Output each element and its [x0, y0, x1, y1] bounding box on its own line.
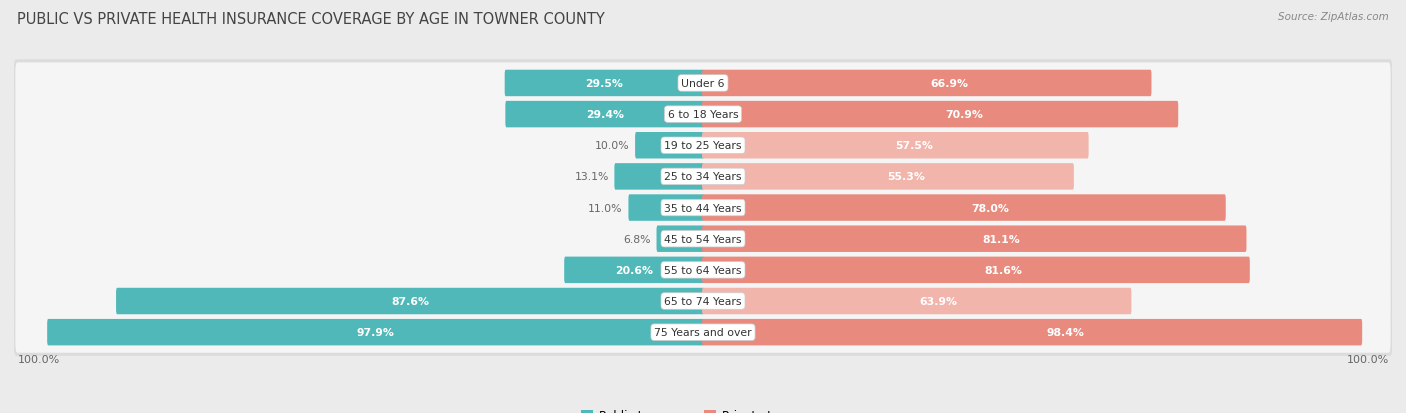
FancyBboxPatch shape: [15, 188, 1391, 228]
Text: 65 to 74 Years: 65 to 74 Years: [664, 296, 742, 306]
Text: 57.5%: 57.5%: [896, 141, 934, 151]
FancyBboxPatch shape: [702, 71, 1152, 97]
Text: Source: ZipAtlas.com: Source: ZipAtlas.com: [1278, 12, 1389, 22]
FancyBboxPatch shape: [702, 164, 1074, 190]
Text: 97.9%: 97.9%: [357, 328, 395, 337]
FancyBboxPatch shape: [702, 319, 1362, 346]
FancyBboxPatch shape: [15, 250, 1391, 291]
Text: 11.0%: 11.0%: [588, 203, 623, 213]
FancyBboxPatch shape: [15, 312, 1391, 353]
FancyBboxPatch shape: [702, 257, 1250, 283]
FancyBboxPatch shape: [48, 319, 704, 346]
Legend: Public Insurance, Private Insurance: Public Insurance, Private Insurance: [576, 404, 830, 413]
Text: 100.0%: 100.0%: [1347, 354, 1389, 364]
Text: 25 to 34 Years: 25 to 34 Years: [664, 172, 742, 182]
FancyBboxPatch shape: [657, 226, 704, 252]
FancyBboxPatch shape: [14, 216, 1392, 263]
FancyBboxPatch shape: [15, 126, 1391, 166]
FancyBboxPatch shape: [702, 288, 1132, 314]
Text: 13.1%: 13.1%: [574, 172, 609, 182]
FancyBboxPatch shape: [702, 133, 1088, 159]
Text: 75 Years and over: 75 Years and over: [654, 328, 752, 337]
FancyBboxPatch shape: [14, 185, 1392, 232]
FancyBboxPatch shape: [15, 218, 1391, 260]
FancyBboxPatch shape: [14, 91, 1392, 138]
FancyBboxPatch shape: [636, 133, 704, 159]
Text: 6 to 18 Years: 6 to 18 Years: [668, 110, 738, 120]
Text: 63.9%: 63.9%: [920, 296, 957, 306]
Text: 29.5%: 29.5%: [585, 79, 623, 89]
FancyBboxPatch shape: [14, 122, 1392, 169]
Text: 70.9%: 70.9%: [945, 110, 983, 120]
Text: 20.6%: 20.6%: [614, 265, 654, 275]
Text: 81.6%: 81.6%: [984, 265, 1022, 275]
FancyBboxPatch shape: [15, 63, 1391, 104]
Text: 55.3%: 55.3%: [887, 172, 925, 182]
FancyBboxPatch shape: [15, 281, 1391, 322]
FancyBboxPatch shape: [564, 257, 704, 283]
Text: 55 to 64 Years: 55 to 64 Years: [664, 265, 742, 275]
FancyBboxPatch shape: [614, 164, 704, 190]
Text: 19 to 25 Years: 19 to 25 Years: [664, 141, 742, 151]
Text: 35 to 44 Years: 35 to 44 Years: [664, 203, 742, 213]
Text: Under 6: Under 6: [682, 79, 724, 89]
FancyBboxPatch shape: [628, 195, 704, 221]
Text: 66.9%: 66.9%: [931, 79, 969, 89]
FancyBboxPatch shape: [505, 102, 704, 128]
Text: 45 to 54 Years: 45 to 54 Years: [664, 234, 742, 244]
FancyBboxPatch shape: [14, 153, 1392, 201]
Text: 100.0%: 100.0%: [17, 354, 59, 364]
FancyBboxPatch shape: [14, 247, 1392, 294]
FancyBboxPatch shape: [15, 157, 1391, 197]
Text: 81.1%: 81.1%: [983, 234, 1021, 244]
Text: 87.6%: 87.6%: [391, 296, 429, 306]
FancyBboxPatch shape: [702, 102, 1178, 128]
Text: 6.8%: 6.8%: [623, 234, 651, 244]
FancyBboxPatch shape: [702, 226, 1247, 252]
FancyBboxPatch shape: [14, 60, 1392, 107]
Text: 78.0%: 78.0%: [972, 203, 1010, 213]
FancyBboxPatch shape: [702, 195, 1226, 221]
FancyBboxPatch shape: [15, 94, 1391, 135]
FancyBboxPatch shape: [14, 309, 1392, 356]
Text: 29.4%: 29.4%: [586, 110, 624, 120]
Text: 10.0%: 10.0%: [595, 141, 630, 151]
FancyBboxPatch shape: [505, 71, 704, 97]
Text: 98.4%: 98.4%: [1046, 328, 1084, 337]
FancyBboxPatch shape: [117, 288, 704, 314]
Text: PUBLIC VS PRIVATE HEALTH INSURANCE COVERAGE BY AGE IN TOWNER COUNTY: PUBLIC VS PRIVATE HEALTH INSURANCE COVER…: [17, 12, 605, 27]
FancyBboxPatch shape: [14, 278, 1392, 325]
